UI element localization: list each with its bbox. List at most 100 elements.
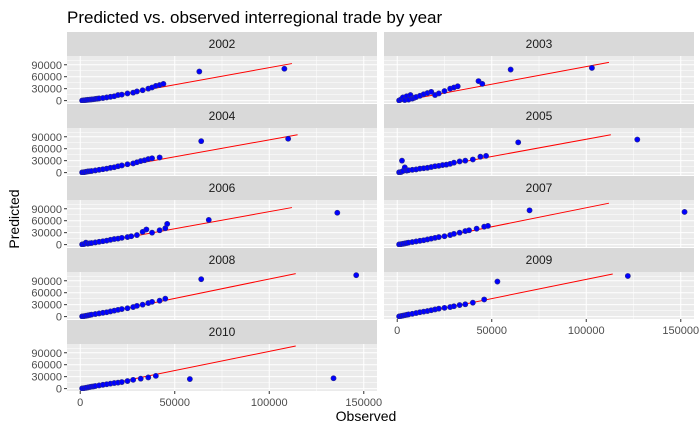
y-tick-label: 90000	[31, 60, 62, 72]
data-point	[462, 301, 469, 308]
facet-strip	[67, 176, 377, 200]
data-point	[145, 374, 152, 381]
panel-plot-area	[67, 272, 377, 319]
data-point	[526, 207, 533, 214]
y-tick-label: 0	[56, 240, 62, 252]
panel-plot-area	[67, 128, 377, 175]
data-point	[134, 232, 140, 238]
data-point	[485, 222, 491, 229]
facet-strip-label: 2007	[526, 181, 553, 195]
facet-strip	[67, 320, 377, 344]
y-tick-label: 90000	[31, 204, 62, 216]
data-point	[134, 302, 140, 309]
x-tick-label: 0	[77, 397, 83, 409]
data-point	[330, 375, 337, 382]
data-point	[353, 272, 360, 279]
data-point	[399, 157, 405, 164]
data-point	[481, 296, 488, 303]
data-point	[634, 136, 641, 143]
y-tick-label: 30000	[31, 228, 62, 240]
data-point	[456, 229, 463, 236]
y-tick-label: 0	[56, 168, 62, 180]
panel-plot-area	[67, 56, 377, 103]
data-point	[435, 305, 442, 312]
data-point	[285, 135, 292, 142]
data-point	[428, 88, 435, 95]
data-point	[281, 65, 288, 72]
x-tick-label: 100000	[568, 325, 605, 337]
data-point	[456, 302, 463, 308]
facet-strip-label: 2003	[526, 37, 553, 51]
data-point	[137, 375, 144, 382]
data-point	[156, 297, 163, 304]
y-tick-label: 60000	[31, 288, 62, 300]
y-tick-label: 0	[56, 384, 62, 396]
data-point	[507, 66, 514, 73]
data-point	[124, 305, 131, 312]
data-point	[152, 372, 159, 379]
x-tick-label: 100000	[251, 397, 288, 409]
x-tick-label: 50000	[159, 397, 190, 409]
data-point	[149, 298, 155, 305]
data-point	[589, 65, 595, 71]
data-point	[196, 68, 203, 75]
y-tick-label: 60000	[31, 216, 62, 228]
panel-plot-area	[67, 200, 377, 247]
x-tick-label: 150000	[345, 397, 382, 409]
data-point	[473, 225, 480, 232]
x-axis-label: Observed	[336, 408, 397, 424]
data-point	[156, 154, 163, 161]
facet-strip-label: 2002	[209, 37, 236, 51]
data-point	[198, 138, 205, 145]
data-point	[149, 155, 155, 162]
data-point	[118, 306, 125, 312]
data-point	[118, 162, 125, 169]
data-point	[462, 157, 469, 164]
data-point	[198, 276, 205, 283]
y-tick-label: 90000	[31, 348, 62, 360]
facet-strip	[67, 104, 377, 128]
y-tick-label: 0	[56, 96, 62, 108]
facet-strip-label: 2006	[209, 181, 236, 195]
facet-strip-label: 2010	[209, 325, 236, 339]
data-point	[118, 91, 125, 98]
facet-panel-2007: 2007	[384, 176, 694, 247]
y-tick-label: 30000	[31, 84, 62, 96]
data-point	[134, 88, 140, 95]
x-tick-label: 150000	[662, 325, 699, 337]
data-point	[118, 379, 125, 385]
facet-strip-label: 2004	[209, 109, 236, 123]
y-tick-label: 60000	[31, 360, 62, 372]
data-point	[139, 87, 146, 94]
data-point	[494, 278, 501, 285]
y-tick-label: 30000	[31, 372, 62, 384]
y-axis-label: Predicted	[6, 189, 22, 248]
data-point	[124, 161, 131, 168]
facet-panels: 2002030000600009000020032004030000600009…	[31, 32, 699, 409]
data-point	[469, 299, 476, 306]
x-tick-label: 0	[394, 325, 400, 337]
facet-strip	[384, 248, 694, 272]
facet-panel-2003: 2003	[384, 32, 694, 103]
data-point	[456, 158, 463, 165]
y-tick-label: 0	[56, 312, 62, 324]
data-point	[130, 376, 137, 383]
facet-strip	[384, 104, 694, 128]
facet-strip-label: 2009	[526, 253, 553, 267]
y-tick-label: 60000	[31, 144, 62, 156]
data-point	[515, 139, 522, 146]
facet-strip	[67, 248, 377, 272]
panel-plot-area	[384, 272, 694, 319]
data-point	[128, 233, 135, 240]
data-point	[466, 227, 472, 234]
facet-strip	[67, 32, 377, 56]
data-point	[451, 159, 457, 166]
data-point	[441, 304, 448, 311]
facet-strip-label: 2008	[209, 253, 236, 267]
